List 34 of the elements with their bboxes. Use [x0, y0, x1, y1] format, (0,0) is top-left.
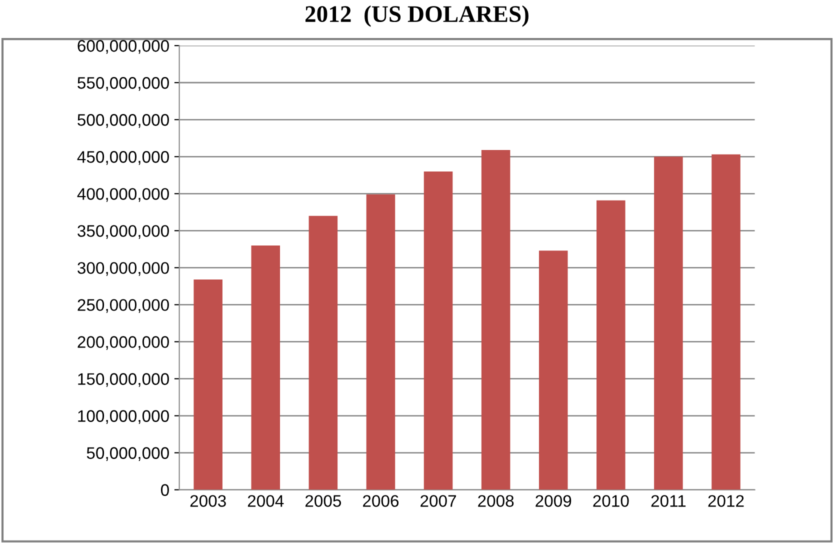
- bar: [538, 250, 568, 490]
- bar: [712, 154, 740, 490]
- y-tick-label: 550,000,000: [78, 77, 169, 91]
- bar: [481, 150, 510, 490]
- bar: [366, 194, 396, 490]
- bar: [424, 171, 453, 490]
- y-tick-label: 100,000,000: [78, 410, 169, 424]
- x-tick-label: 2007: [420, 495, 456, 507]
- x-tick-label: 2006: [363, 495, 399, 507]
- y-tick-label: 500,000,000: [78, 114, 169, 128]
- x-tick-label: 2011: [651, 495, 686, 507]
- y-tick-label: 300,000,000: [78, 262, 169, 276]
- bar: [596, 200, 626, 490]
- x-tick-label: 2012: [708, 495, 744, 507]
- x-tick-label: 2005: [305, 495, 342, 507]
- bar: [194, 280, 222, 490]
- y-tick-label: 50,000,000: [86, 447, 169, 461]
- y-tick-label: 350,000,000: [78, 225, 169, 239]
- x-tick-label: 2004: [248, 495, 284, 507]
- bar: [308, 216, 338, 490]
- x-tick-label: 2003: [190, 495, 226, 507]
- y-tick-label: 600,000,000: [78, 40, 169, 54]
- y-tick-label: 400,000,000: [77, 188, 169, 202]
- y-tick-label: 200,000,000: [78, 336, 169, 350]
- y-tick-label: 250,000,000: [78, 299, 169, 313]
- y-tick-label: 150,000,000: [78, 373, 169, 387]
- x-tick-label: 2009: [536, 495, 572, 507]
- chart-title: 2012 (US DOLARES): [306, 5, 528, 27]
- y-tick-label: 0: [160, 484, 169, 496]
- bar: [251, 245, 280, 490]
- x-tick-label: 2010: [593, 495, 629, 507]
- bar: [654, 156, 683, 490]
- x-tick-label: 2008: [478, 495, 514, 507]
- y-tick-label: 450,000,000: [77, 151, 169, 165]
